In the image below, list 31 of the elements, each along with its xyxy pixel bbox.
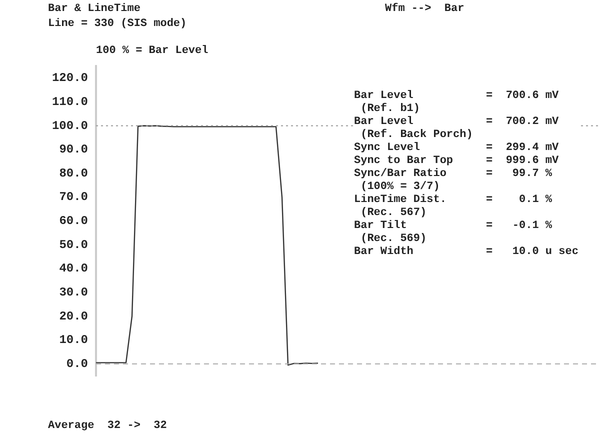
annotation: Bar Level = 700.6 mV [354, 90, 560, 102]
annotation: LineTime Dist. = 0.1 % [354, 194, 554, 207]
y-axis-title: 100 % = Bar Level [96, 45, 208, 57]
annotation: Sync to Bar Top = 999.6 mV [354, 155, 560, 168]
y-tick-label: 10.0 [59, 333, 88, 348]
annotation: Bar Tilt = -0.1 % [354, 220, 554, 233]
y-tick-label: 70.0 [59, 190, 88, 204]
annotation: (Rec. 567) [360, 207, 428, 220]
y-tick-label: 60.0 [59, 214, 88, 228]
annotation: (100% = 3/7) [360, 181, 441, 194]
text: Wfm --> Bar [385, 3, 464, 15]
y-tick-label: 80.0 [59, 166, 88, 180]
y-tick-label: 50.0 [59, 238, 88, 252]
chart-title: Bar & LineTime [48, 3, 140, 15]
chart-subtitle: Line = 330 (SIS mode) [48, 18, 187, 30]
y-tick-label: 110.0 [52, 94, 88, 109]
y-tick-label: 100.0 [52, 118, 88, 133]
y-tick-label: 20.0 [59, 309, 88, 324]
y-tick-label: 90.0 [59, 142, 88, 157]
text: Average 32 -> 32 [48, 420, 167, 432]
annotation: (Ref. Back Porch) [360, 129, 474, 142]
y-tick-label: 30.0 [59, 285, 88, 300]
y-tick-label: 120.0 [52, 71, 88, 86]
annotation: Bar Width = 10.0 u sec [354, 246, 578, 259]
annotation: Sync Level = 299.4 mV [354, 142, 560, 155]
annotation: (Ref. b1) [360, 103, 422, 116]
y-tick-label: 40.0 [59, 262, 88, 276]
y-tick-label: 0.0 [66, 356, 88, 371]
annotation: (Rec. 569) [360, 233, 428, 246]
annotation: Bar Level = 700.2 mV [354, 116, 560, 128]
annotation: Sync/Bar Ratio = 99.7 % [354, 168, 554, 181]
